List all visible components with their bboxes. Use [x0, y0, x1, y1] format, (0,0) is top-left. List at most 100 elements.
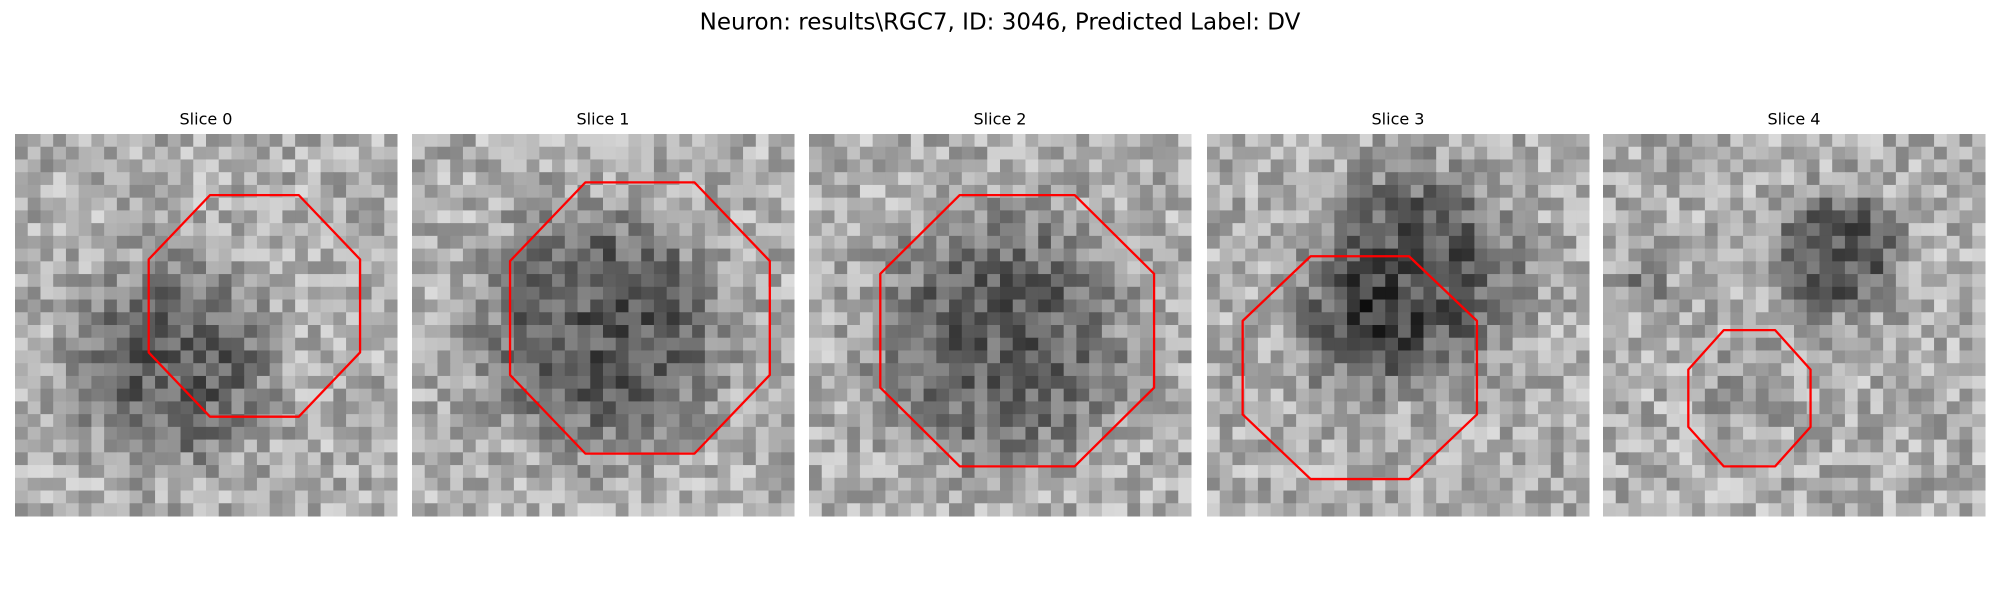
- pixel: [1883, 248, 1897, 262]
- pixel: [488, 299, 502, 313]
- pixel: [1219, 375, 1233, 390]
- pixel: [462, 375, 477, 390]
- pixel: [1487, 337, 1501, 351]
- pixel: [1692, 363, 1706, 377]
- pixel: [1857, 426, 1871, 441]
- pixel: [615, 159, 629, 173]
- pixel: [628, 452, 642, 466]
- pixel: [821, 401, 835, 415]
- pixel: [781, 134, 795, 148]
- pixel: [295, 223, 309, 237]
- pixel: [1755, 503, 1770, 517]
- pixel: [743, 223, 757, 237]
- pixel: [1257, 426, 1272, 441]
- pixel: [1628, 465, 1642, 479]
- pixel: [590, 197, 604, 211]
- pixel: [1743, 375, 1757, 390]
- pixel: [116, 490, 131, 504]
- pixel: [1089, 172, 1103, 186]
- pixel: [704, 235, 719, 250]
- pixel: [1152, 350, 1167, 364]
- pixel: [180, 363, 194, 377]
- pixel: [666, 274, 680, 288]
- pixel: [1959, 414, 1973, 428]
- pixel: [1359, 414, 1374, 428]
- pixel: [193, 286, 207, 301]
- pixel: [692, 146, 706, 160]
- pixel: [1474, 477, 1488, 492]
- pixel: [821, 363, 835, 377]
- pixel: [1946, 490, 1961, 504]
- pixel: [1641, 477, 1655, 492]
- pixel: [1101, 363, 1116, 377]
- pixel: [437, 477, 451, 492]
- pixel: [1576, 274, 1590, 288]
- pixel: [1794, 223, 1808, 237]
- pixel: [15, 465, 29, 479]
- pixel: [1178, 159, 1192, 173]
- pixel: [307, 286, 322, 301]
- pixel: [1576, 184, 1590, 199]
- pixel: [1563, 490, 1577, 504]
- pixel: [1666, 375, 1680, 390]
- pixel: [1398, 439, 1412, 453]
- pixel: [1641, 159, 1655, 173]
- pixel: [40, 235, 54, 250]
- pixel: [1768, 452, 1782, 466]
- pixel: [1603, 274, 1617, 288]
- pixel: [1755, 426, 1770, 441]
- pixel: [1207, 184, 1221, 199]
- pixel: [1870, 426, 1884, 441]
- pixel: [730, 388, 744, 402]
- pixel: [1819, 439, 1833, 453]
- pixel: [704, 350, 719, 364]
- pixel: [1114, 337, 1128, 351]
- pixel: [1296, 312, 1310, 326]
- pixel: [27, 159, 41, 173]
- pixel: [1127, 439, 1141, 453]
- pixel: [1232, 439, 1246, 453]
- pixel: [180, 210, 194, 224]
- pixel: [1025, 426, 1039, 441]
- pixel: [898, 465, 912, 479]
- pixel: [488, 388, 502, 402]
- pixel: [552, 375, 566, 390]
- pixel: [437, 312, 451, 326]
- pixel: [1768, 172, 1782, 186]
- pixel: [1908, 325, 1922, 339]
- pixel: [755, 235, 770, 250]
- pixel: [129, 210, 143, 224]
- pixel: [1870, 465, 1884, 479]
- pixel: [1679, 312, 1693, 326]
- pixel: [1050, 477, 1065, 492]
- pixel: [424, 146, 438, 160]
- pixel: [116, 337, 131, 351]
- pixel: [641, 248, 655, 262]
- pixel: [1178, 274, 1192, 288]
- pixel: [1641, 414, 1655, 428]
- pixel: [1372, 184, 1386, 199]
- pixel: [1666, 197, 1680, 211]
- pixel: [1641, 261, 1655, 275]
- pixel: [1603, 235, 1617, 250]
- pixel: [1730, 184, 1744, 199]
- pixel: [1704, 375, 1719, 390]
- pixel: [462, 414, 477, 428]
- pixel: [809, 426, 823, 441]
- pixel: [1692, 172, 1706, 186]
- pixel: [1819, 414, 1833, 428]
- pixel: [768, 197, 782, 211]
- pixel: [552, 439, 566, 453]
- pixel: [1525, 325, 1539, 339]
- pixel: [1717, 503, 1731, 517]
- pixel: [1178, 261, 1192, 275]
- pixel: [78, 426, 92, 441]
- pixel: [65, 325, 80, 339]
- pixel: [1308, 184, 1323, 199]
- pixel: [1576, 210, 1590, 224]
- pixel: [809, 286, 823, 301]
- pixel: [1768, 286, 1782, 301]
- pixel: [1628, 325, 1642, 339]
- pixel: [910, 197, 925, 211]
- pixel: [206, 452, 220, 466]
